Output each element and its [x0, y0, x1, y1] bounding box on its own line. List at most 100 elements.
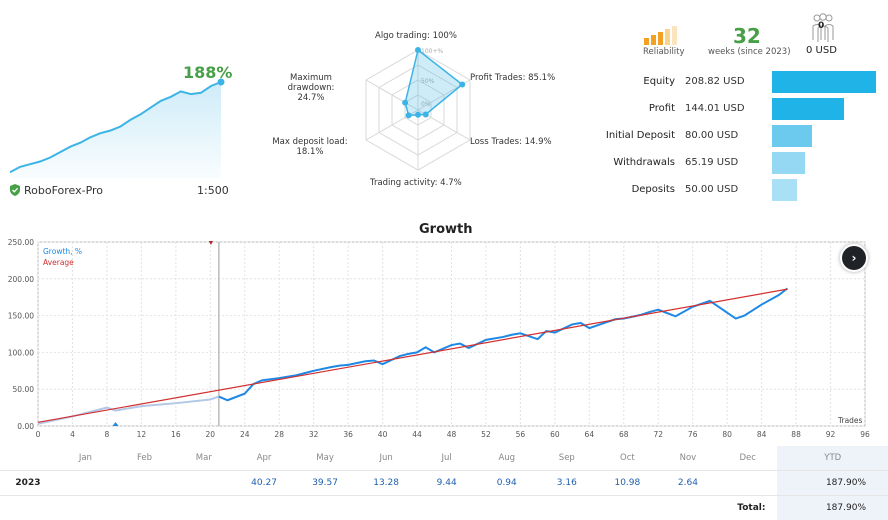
x-tick-label: 0 [36, 430, 41, 439]
legend-average: Average [43, 258, 74, 267]
total-label: Total: [737, 503, 765, 513]
y-tick-label: 150.00 [8, 312, 34, 321]
x-tick-label: 76 [688, 430, 698, 439]
stat-value: 50.00 USD [685, 184, 738, 195]
stat-label: Initial Deposit [565, 130, 675, 141]
x-tick-label: 68 [619, 430, 629, 439]
month-header: May [316, 453, 334, 463]
radar-point [415, 47, 421, 53]
radar-point [415, 112, 421, 118]
y-tick-label: 100.00 [8, 348, 34, 357]
month-value: 0.94 [497, 478, 517, 488]
month-header: Oct [620, 453, 635, 463]
legend-growth: Growth, % [43, 247, 82, 256]
x-tick-label: 8 [105, 430, 110, 439]
leverage-value: 1:500 [197, 184, 229, 197]
month-header: Jan [79, 453, 92, 463]
weeks-label: weeks (since 2023) [708, 47, 791, 57]
table-header-row: Jan Feb Mar Apr May Jun Jul Aug Sep Oct Nov Dec YTD [0, 446, 888, 471]
broker-name[interactable]: RoboForex-Pro [24, 184, 103, 197]
x-tick-label: 20 [206, 430, 216, 439]
month-header: Aug [498, 453, 515, 463]
radar-label-profit: Profit Trades: 85.1% [470, 73, 555, 83]
reliability-label: Reliability [643, 47, 685, 57]
ytd-header: YTD [824, 453, 841, 463]
radar-chart: 100+%50%0% [330, 25, 550, 195]
radar-label-activity: Trading activity: 4.7% [370, 178, 462, 188]
radar-point [459, 81, 465, 87]
stat-bar [772, 98, 844, 120]
radar-label-loss: Loss Trades: 14.9% [470, 137, 552, 147]
stat-bar [772, 71, 876, 93]
month-value: 9.44 [437, 478, 457, 488]
month-header: Jul [442, 453, 452, 463]
weeks-count: 32 [733, 24, 761, 48]
month-value: 40.27 [251, 478, 277, 488]
stat-bar [772, 152, 805, 174]
stat-label: Withdrawals [565, 157, 675, 168]
y-tick-label: 0.00 [17, 422, 34, 431]
stat-label: Equity [565, 76, 675, 87]
month-header: Jun [379, 453, 392, 463]
x-tick-label: 32 [309, 430, 319, 439]
x-axis-label: Trades [838, 416, 862, 425]
month-header: Sep [559, 453, 575, 463]
radar-label-algo: Algo trading: 100% [375, 31, 457, 41]
x-tick-label: 84 [757, 430, 767, 439]
x-tick-label: 48 [447, 430, 457, 439]
year-label: 2023 [15, 478, 40, 488]
x-tick-label: 44 [412, 430, 422, 439]
month-header: Nov [680, 453, 697, 463]
x-tick-label: 64 [585, 430, 595, 439]
mini-growth-chart [0, 0, 236, 205]
x-tick-label: 24 [240, 430, 250, 439]
stat-bar [772, 125, 812, 147]
x-tick-label: 92 [826, 430, 836, 439]
ytd-value: 187.90% [826, 478, 866, 488]
mini-growth-area [10, 82, 221, 178]
mini-growth-panel: 188% RoboForex-Pro 1:500 [0, 0, 236, 205]
x-tick-label: 36 [343, 430, 353, 439]
chevron-right-icon: › [852, 251, 857, 265]
y-tick-label: 200.00 [8, 275, 34, 284]
subscribers-value: 0 USD [806, 45, 837, 56]
stat-label: Profit [565, 103, 675, 114]
month-header: Apr [257, 453, 272, 463]
stat-label: Deposits [565, 184, 675, 195]
month-header: Dec [739, 453, 755, 463]
radar-point [423, 111, 429, 117]
month-header: Feb [137, 453, 152, 463]
x-tick-label: 28 [274, 430, 284, 439]
x-tick-label: 60 [550, 430, 560, 439]
chart-next-button[interactable]: › [842, 246, 866, 270]
stat-value: 144.01 USD [685, 103, 745, 114]
x-tick-label: 4 [70, 430, 75, 439]
radar-point [402, 100, 408, 106]
x-tick-label: 96 [860, 430, 870, 439]
stat-bar [772, 179, 797, 201]
growth-chart-title: Growth [419, 222, 473, 237]
month-value: 39.57 [312, 478, 338, 488]
month-value: 10.98 [614, 478, 640, 488]
radar-value-area [405, 50, 462, 115]
x-tick-label: 40 [378, 430, 388, 439]
month-value: 2.64 [678, 478, 698, 488]
stat-value: 208.82 USD [685, 76, 745, 87]
x-tick-label: 80 [722, 430, 732, 439]
radar-label-drawdown: Maximum drawdown: 24.7% [268, 73, 354, 103]
month-header: Mar [196, 453, 212, 463]
y-tick-label: 250.00 [8, 238, 34, 247]
x-tick-label: 72 [653, 430, 663, 439]
month-value: 13.28 [373, 478, 399, 488]
verified-shield-icon [9, 184, 21, 196]
total-value: 187.90% [826, 503, 866, 513]
stat-value: 65.19 USD [685, 157, 738, 168]
reliability-widget[interactable] [640, 25, 680, 49]
y-tick-label: 50.00 [13, 385, 35, 394]
x-tick-label: 56 [516, 430, 526, 439]
reliability-bars-icon [640, 25, 680, 45]
x-tick-label: 88 [791, 430, 801, 439]
